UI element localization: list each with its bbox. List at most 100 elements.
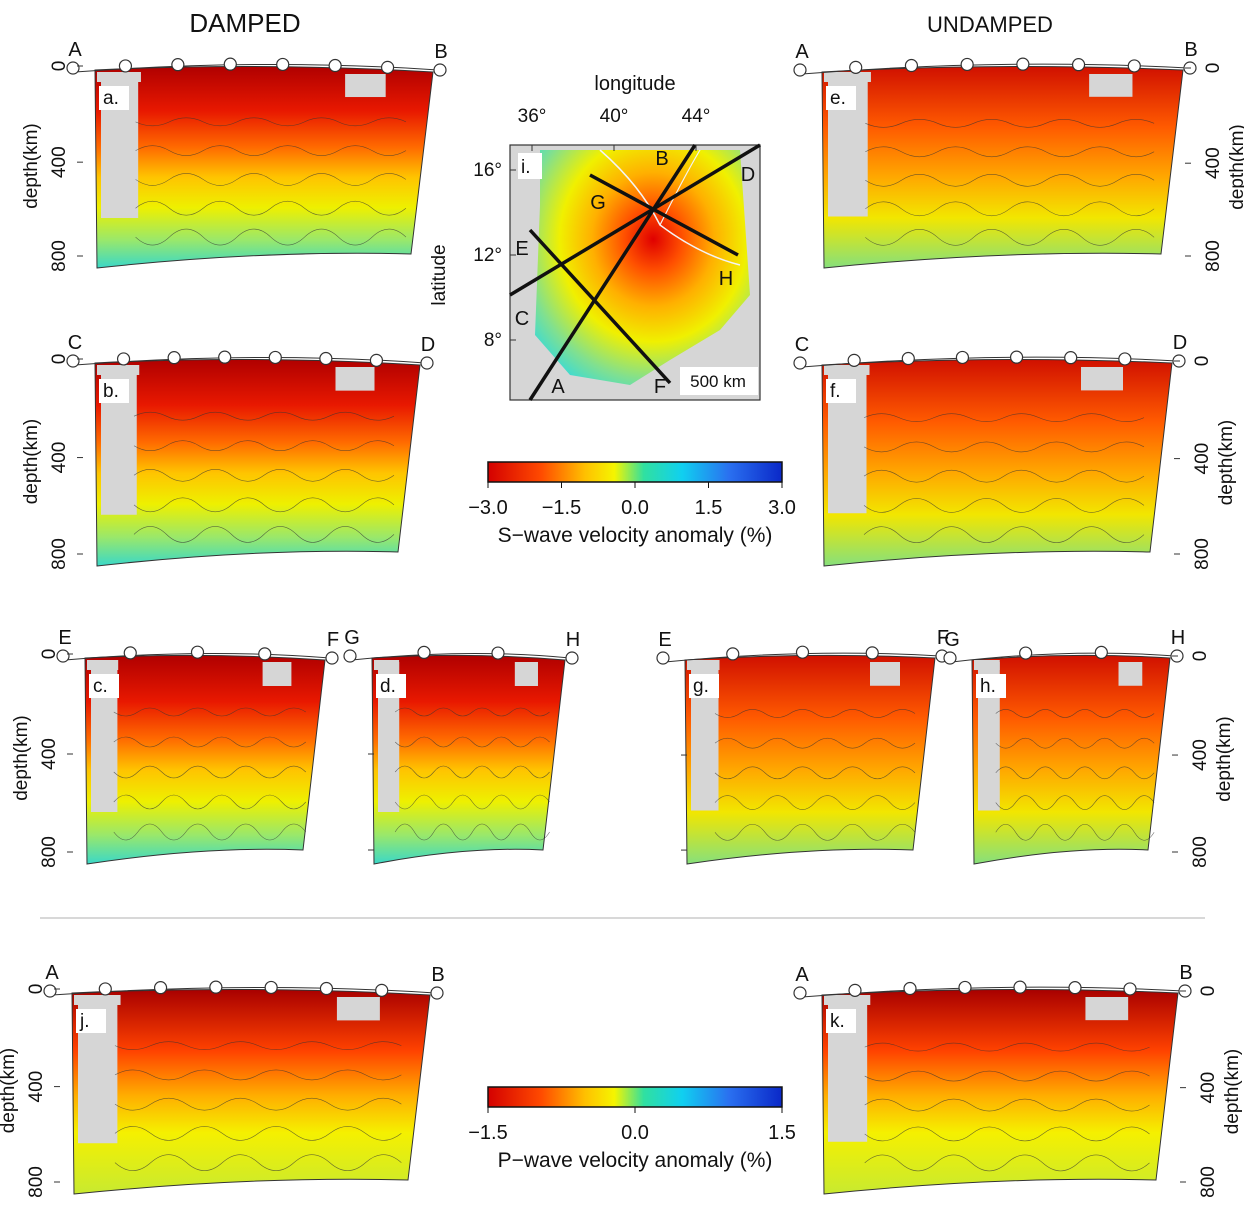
no-data-mask-top xyxy=(97,72,141,82)
depth-tick-label: 400 xyxy=(26,1071,47,1103)
section-panel-c: E Fc. 0 400 800 depth(km) xyxy=(11,627,339,868)
panel-label: k. xyxy=(830,1011,845,1032)
no-data-mask-right xyxy=(1118,662,1143,686)
colorbar-label: P−wave velocity anomaly (%) xyxy=(498,1149,773,1172)
contour-line xyxy=(995,737,1155,749)
station-marker xyxy=(190,645,205,659)
contour-line xyxy=(865,174,1155,187)
section-panel-j: A Bj. 0 400 800 depth(km) xyxy=(0,962,445,1198)
no-data-mask-right xyxy=(1089,74,1133,97)
no-data-mask-top xyxy=(374,660,400,670)
no-data-mask-top xyxy=(824,365,870,375)
section-panel-f: C Df. 0 400 800 depth(km) xyxy=(793,332,1237,570)
contour-line xyxy=(864,1098,1150,1112)
depth-tick-label: 800 xyxy=(1190,836,1211,868)
contour-line xyxy=(135,145,407,156)
contour-line xyxy=(113,707,306,717)
station-marker xyxy=(1013,980,1027,994)
profile-letter: H xyxy=(719,268,733,290)
station-marker xyxy=(943,651,957,665)
profile-end-letter: B xyxy=(1184,39,1197,61)
panel-label-box xyxy=(89,674,119,698)
station-marker xyxy=(1127,59,1141,73)
station-marker xyxy=(1123,982,1137,996)
colorbar-tick-label: 3.0 xyxy=(768,497,796,519)
section-panel-g: E Fg. xyxy=(656,627,949,865)
depth-tick-label: 0 xyxy=(1203,63,1224,74)
no-data-mask-right xyxy=(514,662,538,686)
contour-line xyxy=(133,497,395,513)
colorbar-tick-label: −1.5 xyxy=(468,1122,507,1144)
section-panel-b: C Db. 0 400 800 depth(km) xyxy=(21,332,435,570)
station-marker xyxy=(171,58,185,72)
section-panel-a: A Ba. 0 400 800 depth(km) xyxy=(21,39,448,272)
panel-label-box xyxy=(689,674,719,698)
surface-line xyxy=(351,652,571,661)
colorbar-tick-label: −1.5 xyxy=(542,497,581,519)
contour-line xyxy=(113,823,307,841)
panel-label-box xyxy=(826,379,856,403)
contour-line xyxy=(863,526,1145,543)
depth-tick-label: 800 xyxy=(1203,240,1224,272)
panel-label: d. xyxy=(380,676,396,697)
depth-tick-label: 400 xyxy=(49,146,70,178)
depth-tick-label: 0 xyxy=(49,354,70,365)
profile-start-letter: A xyxy=(68,39,82,61)
colorbar-tick-label: 1.5 xyxy=(695,497,723,519)
depth-axis-label: depth(km) xyxy=(0,1048,19,1134)
contour-line xyxy=(863,498,1145,513)
depth-tick-label: 800 xyxy=(49,240,70,272)
contour-line xyxy=(113,736,306,748)
station-marker xyxy=(491,646,505,660)
profile-start-letter: G xyxy=(344,627,360,649)
contour-line xyxy=(865,201,1155,217)
contour-line xyxy=(133,526,395,543)
station-marker xyxy=(319,351,333,366)
contour-line xyxy=(864,1126,1150,1142)
map-label-box xyxy=(518,153,542,179)
contour-line xyxy=(863,469,1145,483)
station-marker xyxy=(955,350,970,365)
panel-label: a. xyxy=(103,88,119,109)
depth-tick-label: 0 xyxy=(49,61,70,72)
contour-line xyxy=(394,794,550,810)
station-marker xyxy=(960,57,974,72)
no-data-mask-top xyxy=(87,660,119,670)
station-marker xyxy=(656,651,670,665)
no-data-mask-right xyxy=(1081,367,1123,391)
contour-line xyxy=(863,413,1145,422)
section-fill xyxy=(684,654,936,865)
profile-letter: C xyxy=(515,308,529,330)
station-marker xyxy=(793,63,807,77)
profile-letter: F xyxy=(654,376,666,398)
station-marker xyxy=(223,57,237,71)
map-lon-tick: 44° xyxy=(682,106,711,127)
station-marker xyxy=(258,647,272,661)
profile-line xyxy=(589,173,739,257)
depth-tick-label: 400 xyxy=(1203,147,1224,179)
station-marker xyxy=(1118,352,1132,366)
contour-line xyxy=(714,766,916,780)
profile-start-letter: E xyxy=(658,629,671,651)
station-marker xyxy=(865,646,879,660)
station-marker xyxy=(901,351,915,366)
scale-box xyxy=(680,367,758,395)
section-fill xyxy=(821,65,1184,269)
contour-line xyxy=(114,1097,402,1111)
contour-line xyxy=(714,709,916,718)
contour-line xyxy=(864,1042,1150,1052)
profile-line xyxy=(528,228,672,385)
contour-line xyxy=(114,1154,402,1171)
profile-end-letter: D xyxy=(421,334,435,356)
colorbar-tick-label: 0.0 xyxy=(621,497,649,519)
profile-end-letter: D xyxy=(1173,332,1187,354)
profile-letter: B xyxy=(655,148,668,170)
depth-tick-label: 0 xyxy=(1198,986,1219,997)
heading-damped: DAMPED xyxy=(189,8,300,38)
depth-tick-label: 0 xyxy=(26,984,47,995)
no-data-mask-left xyxy=(978,662,1000,811)
station-marker xyxy=(319,981,334,996)
profile-start-letter: A xyxy=(45,962,59,984)
map-panel-label: i. xyxy=(521,157,531,178)
contour-line xyxy=(135,173,407,186)
